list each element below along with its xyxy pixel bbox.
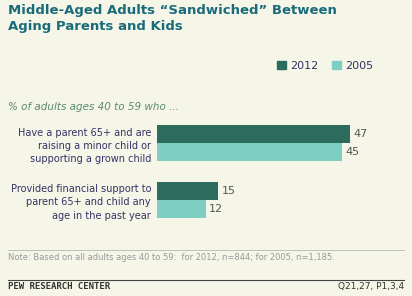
Bar	[157, 143, 342, 161]
Text: Q21,27, P1,3,4: Q21,27, P1,3,4	[338, 282, 404, 291]
Bar	[157, 182, 218, 200]
Text: PEW RESEARCH CENTER: PEW RESEARCH CENTER	[8, 282, 110, 291]
Text: 15: 15	[222, 186, 236, 196]
Text: % of adults ages 40 to 59 who ...: % of adults ages 40 to 59 who ...	[8, 102, 179, 112]
Text: 47: 47	[353, 129, 368, 139]
Text: Note: Based on all adults ages 40 to 59:  for 2012, n=844; for 2005, n=1,185.: Note: Based on all adults ages 40 to 59:…	[8, 253, 335, 262]
Text: Middle-Aged Adults “Sandwiched” Between
Aging Parents and Kids: Middle-Aged Adults “Sandwiched” Between …	[8, 4, 337, 33]
Text: 12: 12	[209, 204, 223, 214]
Bar	[157, 200, 206, 218]
Text: 45: 45	[345, 147, 359, 157]
Bar	[157, 125, 350, 143]
Legend: 2012, 2005: 2012, 2005	[272, 57, 378, 75]
